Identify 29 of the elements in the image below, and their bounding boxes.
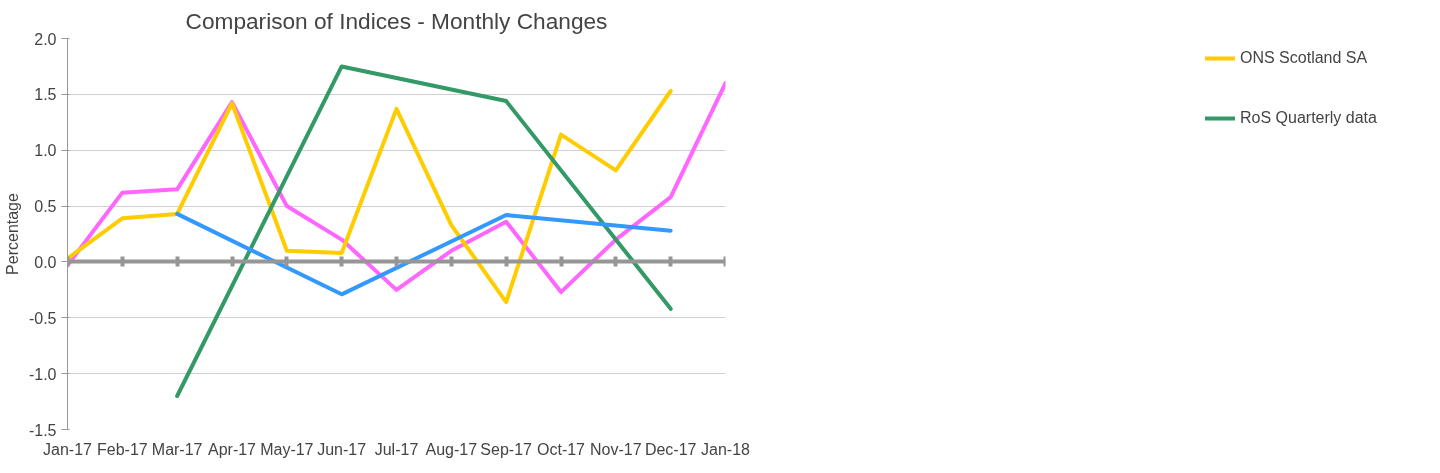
x-tick-label: Nov-17 [590, 440, 642, 458]
y-tick-label: -0.5 [28, 309, 57, 327]
x-tick-label: Jan-17 [43, 440, 93, 458]
y-tick-label: 1.0 [34, 142, 57, 160]
y-tick-label: -1.5 [28, 421, 57, 439]
x-tick-label: Mar-17 [151, 440, 203, 458]
x-tick-label: Aug-17 [425, 440, 478, 458]
line-series [67, 89, 673, 305]
x-tick-label: May-17 [260, 440, 314, 458]
y-tick-label: -1.0 [28, 365, 57, 383]
x-tick-label: Apr-17 [207, 440, 257, 458]
y-tick-label: 0.5 [34, 198, 57, 216]
chart-title: Comparison of Indices - Monthly Changes [185, 7, 608, 34]
line-series [175, 211, 673, 297]
y-tick-label: 0.0 [34, 253, 57, 271]
y-axis-title: Percentage [3, 192, 21, 275]
y-tick-label: 1.5 [34, 86, 57, 104]
legend-label: RoS Quarterly data [1240, 109, 1378, 127]
x-tick-label: Jun-17 [317, 440, 367, 458]
line-series [175, 64, 673, 398]
x-tick-label: Feb-17 [96, 440, 148, 458]
x-tick-label: Jan-18 [701, 440, 751, 458]
y-tick-label: 2.0 [34, 30, 57, 48]
x-tick-label: Sep-17 [480, 440, 533, 458]
x-tick-label: Jul-17 [374, 440, 419, 458]
line-series [67, 81, 726, 295]
x-tick-label: Dec-17 [644, 440, 697, 458]
x-tick-label: Oct-17 [536, 440, 586, 458]
legend-label: ONS Scotland SA [1240, 49, 1369, 67]
